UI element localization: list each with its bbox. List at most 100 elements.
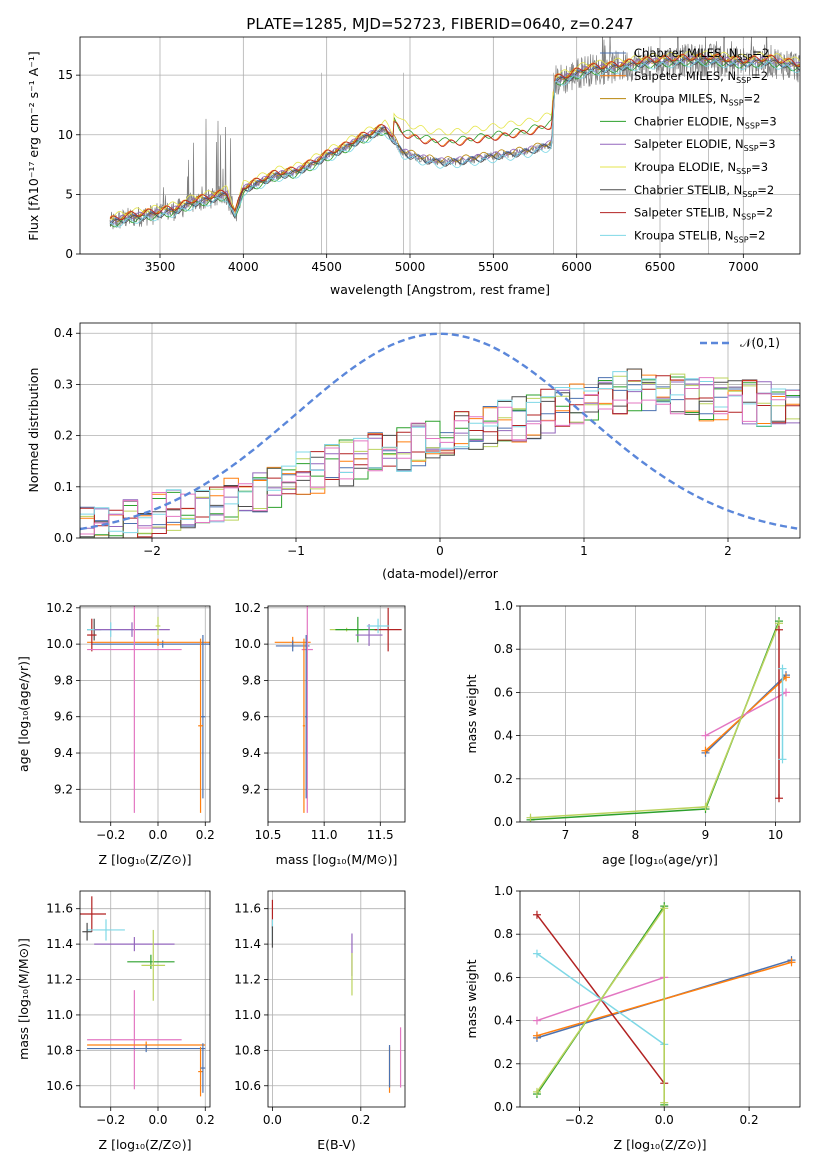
plot-area <box>80 332 800 538</box>
y-tick-label: 9.8 <box>242 673 261 687</box>
error-bar-point <box>198 638 203 813</box>
y-tick-label: 11.6 <box>234 902 261 916</box>
y-tick-label: 11.2 <box>234 973 261 987</box>
error-bar-point <box>127 954 175 969</box>
y-axis-label: Normed distribution <box>26 368 41 493</box>
y-tick-label: 1.0 <box>494 599 513 613</box>
error-bar-point <box>335 616 381 643</box>
y-tick-label: 0.6 <box>494 970 513 984</box>
axes-frame <box>79 605 211 823</box>
y-tick-label: 10.6 <box>234 1079 261 1093</box>
legend-entry: Kroupa MILES, NSSP=2 <box>634 92 760 108</box>
x-axis-label: Z [log₁₀(Z/Z⊙)] <box>99 852 192 867</box>
grid <box>520 890 800 1108</box>
error-bar-point <box>87 1045 206 1053</box>
y-tick-label: 0.0 <box>54 531 73 545</box>
y-tick-label: 10.8 <box>46 1043 73 1057</box>
axes-frame <box>79 322 801 539</box>
plot-area <box>87 606 210 813</box>
x-tick-label: 3500 <box>145 260 176 274</box>
y-tick-label: 0.4 <box>494 1014 513 1028</box>
legend-entry: Chabrier STELIB, NSSP=2 <box>634 183 774 199</box>
x-tick-label: 0.2 <box>196 828 215 842</box>
y-tick-label: 0.0 <box>494 815 513 829</box>
legend-entry: 𝒩(0,1) <box>740 336 780 350</box>
x-tick-label: 6500 <box>645 260 676 274</box>
y-tick-label: 10 <box>58 128 73 142</box>
error-bar-point <box>94 937 175 952</box>
x-tick-label: 4000 <box>228 260 259 274</box>
x-axis-label: age [log₁₀(age/yr)] <box>602 852 718 867</box>
grid <box>80 606 210 822</box>
model-spectrum-line <box>109 57 800 226</box>
model-spectrum-line <box>109 53 800 220</box>
panel-mass-vs-EBV: 0.0 0.2 10.6 10.8 11.0 11.2 11.4 11.6 E(B-V) <box>234 890 406 1152</box>
x-tick-label: 0.0 <box>655 1113 674 1127</box>
legend-entry: Salpeter MILES, NSSP=2 <box>634 69 768 85</box>
y-tick-label: 11.0 <box>46 1008 73 1022</box>
y-tick-label: 0 <box>65 247 73 261</box>
legend-entry: Kroupa ELODIE, NSSP=3 <box>634 160 768 176</box>
error-bar-point <box>91 640 210 648</box>
y-tick-label: 0.8 <box>494 927 513 941</box>
model-spectrum-line <box>109 56 800 225</box>
weight-line <box>530 623 780 819</box>
panel-weight-vs-age: 7 8 9 10 0.0 0.2 0.4 0.6 0.8 1.0 age [log₁₀(age/yr… <box>464 599 801 867</box>
y-tick-label: 10.2 <box>234 601 261 615</box>
y-tick-label: 11.4 <box>46 937 73 951</box>
y-tick-label: 10.8 <box>234 1043 261 1057</box>
legend: 𝒩(0,1) <box>700 336 780 350</box>
y-tick-label: 0.4 <box>494 729 513 743</box>
error-bar-point <box>87 990 182 1090</box>
x-axis-label: E(B-V) <box>317 1137 356 1152</box>
y-tick-label: 0.3 <box>54 377 73 391</box>
y-tick-label: 0.2 <box>494 772 513 786</box>
plus-marker <box>532 1087 541 1096</box>
y-tick-label: 0.8 <box>494 642 513 656</box>
grid <box>268 891 405 1107</box>
y-tick-label: 1.0 <box>494 884 513 898</box>
x-tick-label: 4500 <box>311 260 342 274</box>
error-bar-point <box>200 635 206 799</box>
plus-marker <box>775 794 783 803</box>
legend: Chabrier MILES, NSSP=2 Salpeter MILES, NS… <box>600 46 777 244</box>
y-axis-label: mass weight <box>464 959 479 1038</box>
legend-entry: Salpeter ELODIE, NSSP=3 <box>634 137 776 153</box>
plot-area <box>80 896 206 1097</box>
legend-entry: Salpeter STELIB, NSSP=2 <box>634 206 773 222</box>
plus-marker <box>701 802 710 811</box>
plus-marker <box>532 1031 541 1040</box>
y-tick-label: 5 <box>65 187 73 201</box>
x-tick-label: 9 <box>702 828 710 842</box>
x-tick-label: 11.5 <box>367 828 394 842</box>
grid <box>520 605 800 823</box>
y-tick-label: 9.4 <box>242 746 261 760</box>
y-tick-label: 10.0 <box>234 637 261 651</box>
y-tick-label: 9.6 <box>242 710 261 724</box>
y-tick-label: 0.0 <box>494 1100 513 1114</box>
x-tick-label: −1 <box>287 544 305 558</box>
x-tick-label: 8 <box>632 828 640 842</box>
y-tick-label: 11.4 <box>234 937 261 951</box>
error-bar-point <box>82 922 92 941</box>
error-bar-point <box>141 929 166 1001</box>
x-tick-label: 10 <box>768 828 783 842</box>
y-tick-label: 10.0 <box>46 637 73 651</box>
plot-area <box>271 899 402 1093</box>
panel-residual-histogram: −2 −1 0 1 2 0.0 0.1 0.2 0.3 0.4 𝒩(0,1) (data-model)… <box>26 322 801 581</box>
error-bar-point <box>198 1046 203 1097</box>
x-tick-label: 5000 <box>395 260 426 274</box>
y-tick-label: 0.1 <box>54 480 73 494</box>
figure-title: PLATE=1285, MJD=52723, FIBERID=0640, z=0… <box>246 15 633 33</box>
error-bar-point <box>366 618 390 634</box>
x-tick-label: 10.5 <box>255 828 282 842</box>
x-axis-label: Z [log₁₀(Z/Z⊙)] <box>614 1137 707 1152</box>
error-bar-point <box>87 606 182 813</box>
plus-marker <box>532 1016 541 1025</box>
model-spectrum-line <box>109 50 800 221</box>
plus-marker <box>775 625 783 634</box>
error-bar-point <box>200 1043 206 1093</box>
x-axis-label: mass [log₁₀(M/M⊙)] <box>276 852 398 867</box>
error-bar-point <box>302 638 306 813</box>
y-axis-label: age [log₁₀(age/yr)] <box>16 656 31 772</box>
